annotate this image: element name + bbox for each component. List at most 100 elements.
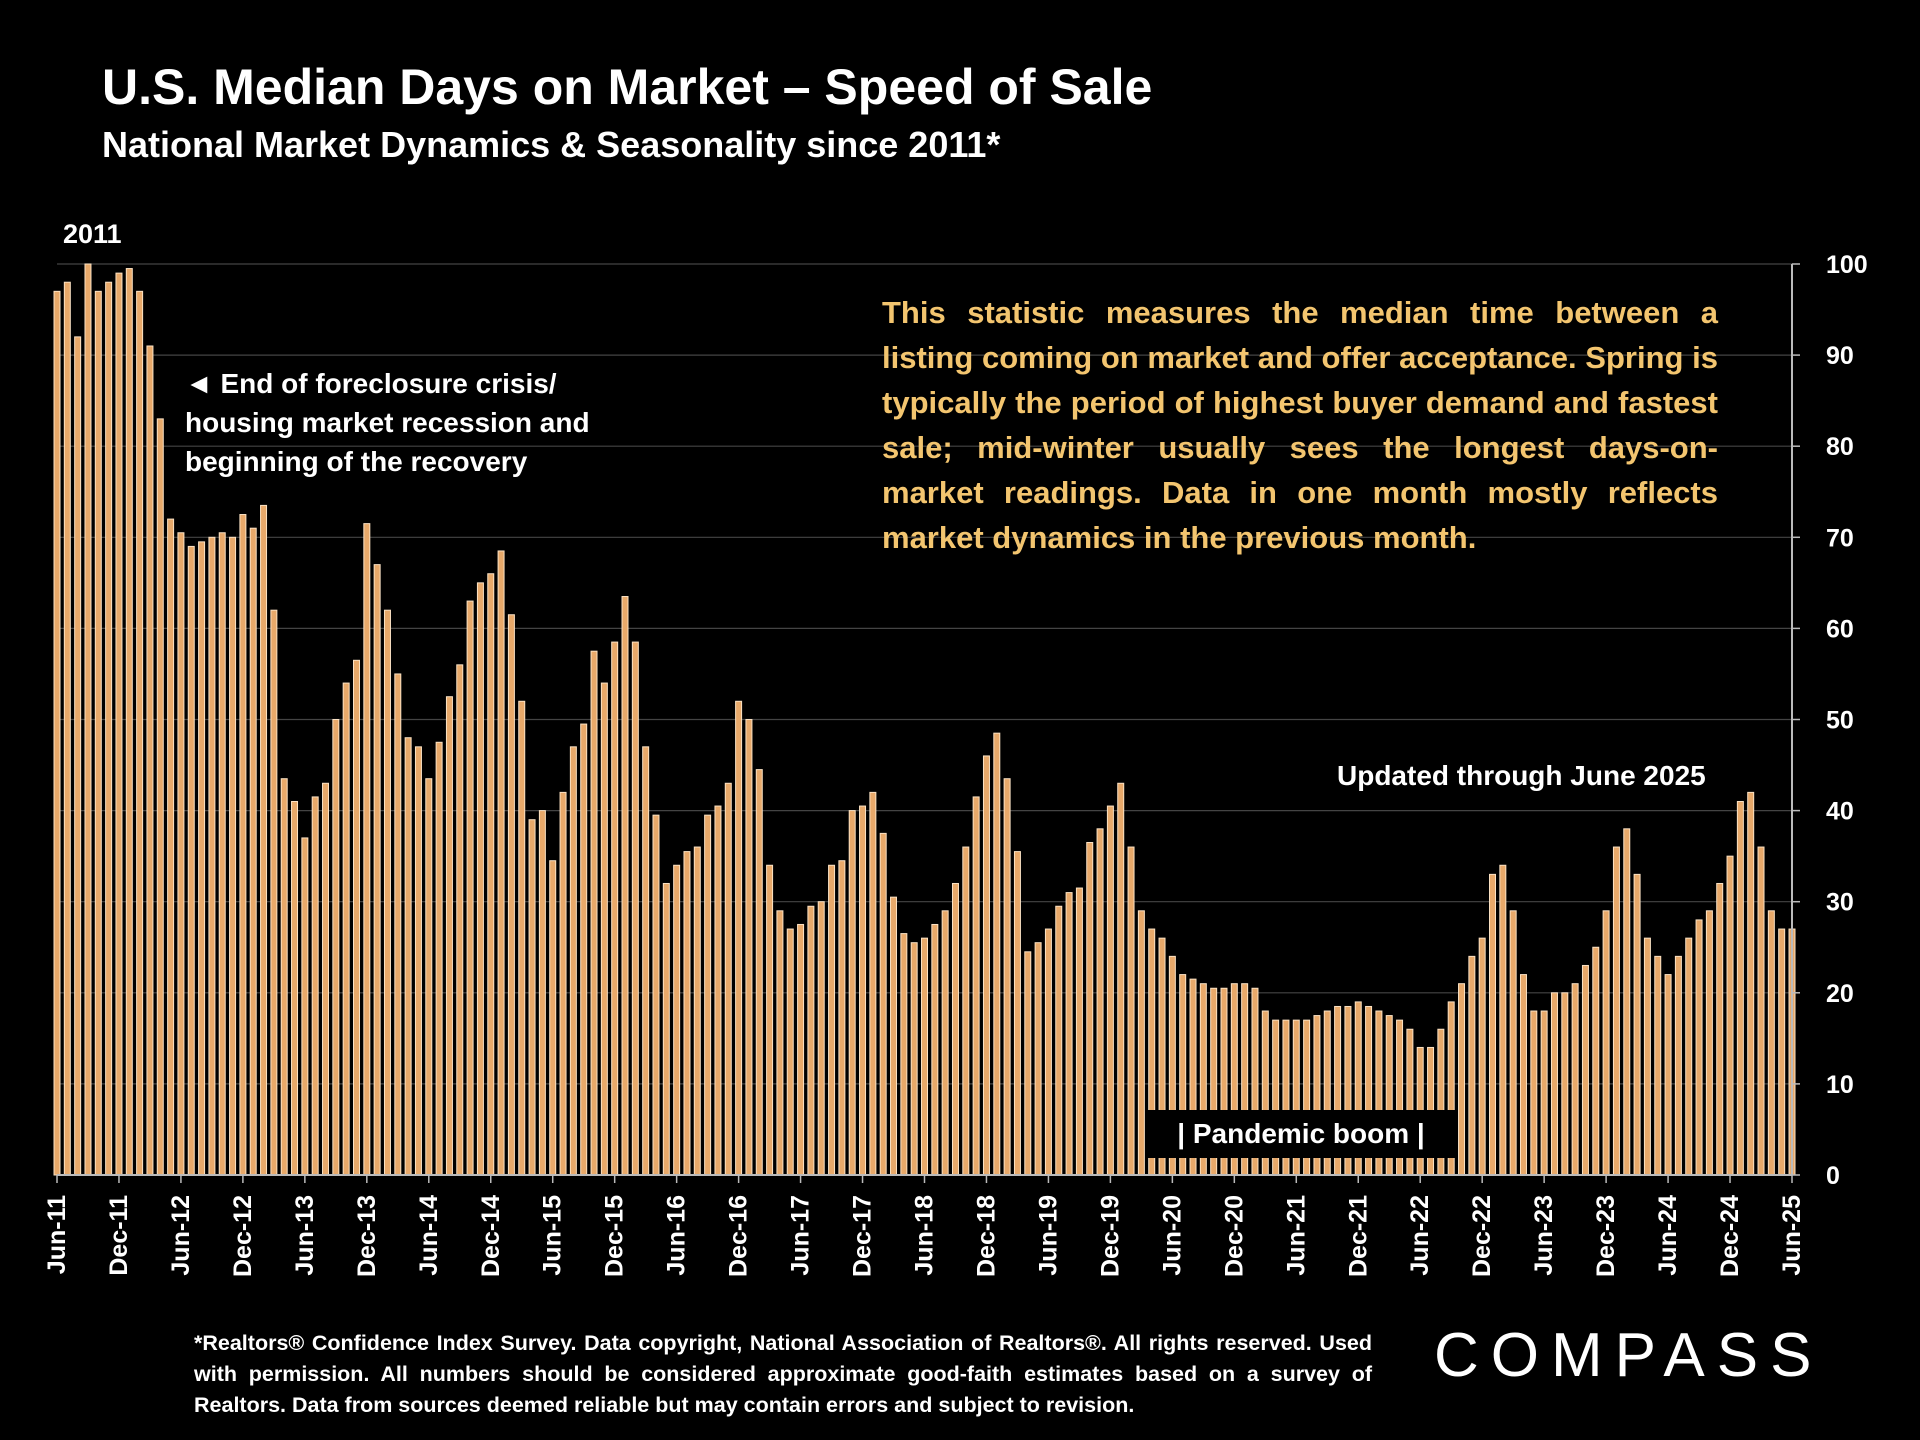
bar — [94, 290, 102, 1176]
bar — [549, 860, 557, 1176]
y-tick-label: 100 — [1826, 251, 1868, 279]
bar — [1767, 910, 1775, 1176]
bar — [394, 673, 402, 1176]
bar — [435, 741, 443, 1176]
bar — [84, 263, 92, 1176]
bar — [187, 545, 195, 1176]
x-tick-label: Jun-23 — [1530, 1195, 1558, 1276]
bar — [1530, 1010, 1538, 1176]
chart-title: U.S. Median Days on Market – Speed of Sa… — [102, 59, 1153, 115]
bar — [1778, 928, 1786, 1176]
bar — [910, 942, 918, 1176]
bar — [456, 664, 464, 1176]
x-tick-label: Dec-15 — [601, 1195, 629, 1277]
bar — [745, 719, 753, 1176]
bar — [724, 782, 732, 1176]
bar — [611, 641, 619, 1176]
x-tick-label: Dec-21 — [1344, 1195, 1372, 1277]
bar — [735, 700, 743, 1176]
x-tick-label: Jun-25 — [1778, 1195, 1806, 1276]
bar — [1695, 919, 1703, 1176]
bar — [1127, 846, 1135, 1176]
bar — [466, 600, 474, 1176]
bar — [900, 933, 908, 1176]
bar — [559, 791, 567, 1176]
bar — [951, 882, 959, 1176]
bar — [1034, 942, 1042, 1176]
bar — [993, 732, 1001, 1176]
x-tick-label: Jun-16 — [663, 1195, 691, 1276]
bar — [538, 810, 546, 1176]
bar — [642, 746, 650, 1176]
bar — [476, 582, 484, 1176]
bar — [1509, 910, 1517, 1176]
bar — [766, 864, 774, 1176]
y-tick-label: 40 — [1826, 798, 1854, 826]
bar — [332, 719, 340, 1176]
x-tick-label: Jun-17 — [787, 1195, 815, 1276]
bar — [74, 336, 82, 1176]
axes: 0 10 20 30 40 50 60 70 80 90 100 Jun-11 Dec-11 Jun-12… — [43, 251, 1868, 1277]
bar — [208, 536, 216, 1176]
x-tick-label: Dec-12 — [229, 1195, 257, 1277]
bar — [848, 810, 856, 1176]
bar — [414, 746, 422, 1176]
bars — [53, 263, 1796, 1176]
bar — [1478, 937, 1486, 1176]
bar — [115, 272, 123, 1176]
updated-annotation: Updated through June 2025 — [1337, 760, 1706, 791]
bar — [1137, 910, 1145, 1176]
bar — [600, 682, 608, 1176]
bar — [1664, 974, 1672, 1176]
bar — [1674, 955, 1682, 1176]
bar — [693, 846, 701, 1176]
bar — [528, 819, 536, 1176]
bar — [869, 791, 877, 1176]
bar — [445, 696, 453, 1176]
bar — [1075, 887, 1083, 1176]
bar — [807, 905, 815, 1176]
bar — [146, 345, 154, 1176]
x-tick-label: Jun-14 — [415, 1195, 443, 1276]
bar — [342, 682, 350, 1176]
bar — [859, 805, 867, 1176]
bar — [621, 596, 629, 1176]
bar — [239, 514, 247, 1176]
bar — [373, 564, 381, 1176]
x-tick-label: Dec-23 — [1592, 1195, 1620, 1277]
bar — [383, 609, 391, 1176]
explanation-note: This statistic measures the median time … — [882, 295, 1718, 555]
bar — [1581, 964, 1589, 1176]
bar — [301, 837, 309, 1176]
x-tick-label: Dec-13 — [353, 1195, 381, 1277]
bar — [879, 832, 887, 1176]
compass-logo: COMPASS — [1434, 1321, 1824, 1390]
y-tick-label: 90 — [1826, 342, 1854, 370]
footnote: *Realtors® Confidence Index Survey. Data… — [194, 1331, 1372, 1417]
bar — [1086, 841, 1094, 1176]
x-tick-label: Jun-18 — [911, 1195, 939, 1276]
bar — [497, 550, 505, 1176]
y-tick-label: 10 — [1826, 1071, 1854, 1099]
bar — [1055, 905, 1063, 1176]
x-tick-label: Dec-19 — [1096, 1195, 1124, 1277]
bar — [1654, 955, 1662, 1176]
bar — [1685, 937, 1693, 1176]
bar — [890, 896, 898, 1176]
x-tick-label: Dec-14 — [477, 1195, 505, 1277]
bar — [755, 769, 763, 1176]
bar — [105, 281, 113, 1176]
x-tick-label: Dec-22 — [1468, 1195, 1496, 1277]
bar — [63, 281, 71, 1176]
chart-subtitle: National Market Dynamics & Seasonality s… — [102, 124, 1001, 165]
bar — [404, 737, 412, 1176]
x-tick-label: Dec-17 — [849, 1195, 877, 1277]
bar — [776, 910, 784, 1176]
bar — [1602, 910, 1610, 1176]
bar — [683, 851, 691, 1176]
x-tick-label: Dec-18 — [972, 1195, 1000, 1277]
bar — [921, 937, 929, 1176]
bar — [125, 268, 133, 1176]
bar — [260, 504, 268, 1176]
bar — [1571, 983, 1579, 1176]
